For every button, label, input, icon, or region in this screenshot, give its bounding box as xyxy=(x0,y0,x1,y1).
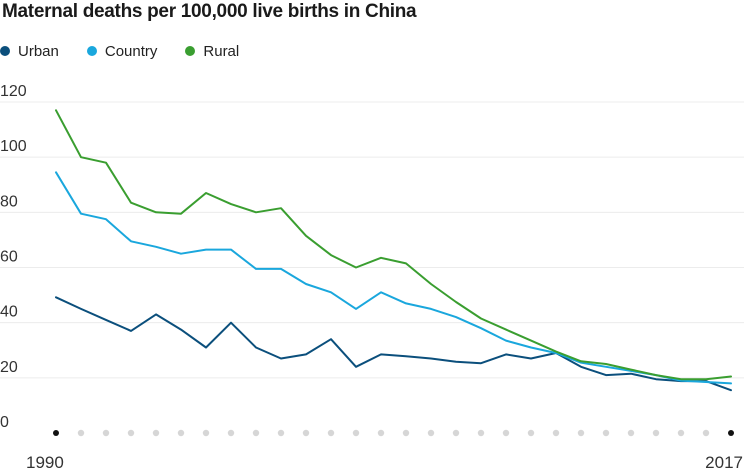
x-tick-dot-1996 xyxy=(202,429,210,437)
y-tick-label-0: 0 xyxy=(0,414,9,431)
series-line-country xyxy=(55,171,732,385)
legend-item-country: Country xyxy=(86,42,158,60)
y-tick-label-80: 80 xyxy=(0,193,18,210)
y-tick-label-40: 40 xyxy=(0,304,18,321)
x-tick-label-2017: 2017 xyxy=(705,453,743,470)
x-tick-dot-1998 xyxy=(252,429,260,437)
x-tick-dot-1999 xyxy=(277,429,285,437)
x-tick-dot-1994 xyxy=(152,429,160,437)
y-tick-label-100: 100 xyxy=(0,138,27,155)
x-tick-dot-2013 xyxy=(627,429,635,437)
x-tick-dot-2000 xyxy=(302,429,310,437)
x-tick-dot-1997 xyxy=(227,429,235,437)
x-tick-dot-2001 xyxy=(327,429,335,437)
x-tick-dot-2004 xyxy=(402,429,410,437)
x-tick-dot-2010 xyxy=(552,429,560,437)
series-line-rural xyxy=(55,109,732,381)
x-tick-dot-2009 xyxy=(527,429,535,437)
x-tick-dot-1992 xyxy=(102,429,110,437)
x-tick-dot-2012 xyxy=(602,429,610,437)
legend-label-rural: Rural xyxy=(203,42,240,60)
x-tick-dot-2008 xyxy=(502,429,510,437)
x-tick-dot-2017 xyxy=(728,430,734,436)
x-tick-dot-2011 xyxy=(577,429,585,437)
x-tick-dot-2015 xyxy=(677,429,685,437)
y-tick-label-120: 120 xyxy=(0,83,27,100)
x-tick-dot-1995 xyxy=(177,429,185,437)
legend-marker-rural xyxy=(185,46,196,56)
x-tick-dot-2014 xyxy=(652,429,660,437)
legend-marker-country xyxy=(86,46,97,56)
y-tick-label-20: 20 xyxy=(0,359,18,376)
x-tick-dot-2002 xyxy=(352,429,360,437)
x-tick-dot-1990 xyxy=(53,430,59,436)
legend-label-urban: Urban xyxy=(18,42,59,60)
legend-label-country: Country xyxy=(104,42,158,60)
series-line-urban xyxy=(55,296,732,392)
x-tick-dot-1991 xyxy=(77,429,85,437)
x-tick-dot-2003 xyxy=(377,429,385,437)
legend-item-urban: Urban xyxy=(0,43,59,60)
x-tick-dot-2007 xyxy=(477,429,485,437)
x-tick-dot-2016 xyxy=(702,429,710,437)
y-tick-label-60: 60 xyxy=(0,249,18,266)
chart-title: Maternal deaths per 100,000 live births … xyxy=(2,1,417,22)
chart-legend: Urban Country Rural xyxy=(0,42,267,60)
x-tick-dot-1993 xyxy=(127,429,135,437)
x-tick-dot-2005 xyxy=(427,429,435,437)
legend-marker-urban xyxy=(0,46,10,56)
legend-item-rural: Rural xyxy=(185,43,239,60)
x-tick-label-1990: 1990 xyxy=(26,453,64,470)
x-tick-dot-2006 xyxy=(452,429,460,437)
